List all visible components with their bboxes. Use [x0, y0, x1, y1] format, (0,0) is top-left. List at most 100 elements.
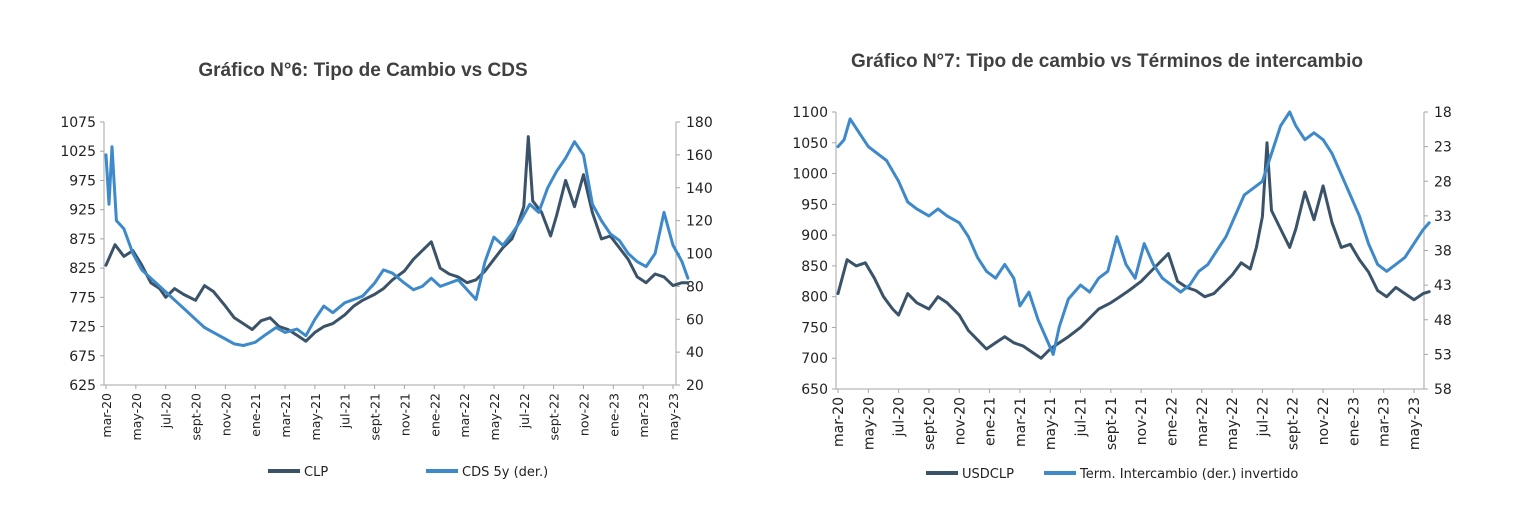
x-tick-label: jul-21: [338, 393, 353, 429]
y-right-tick-label: 58: [1434, 382, 1452, 398]
x-tick-label: may-22: [1225, 397, 1241, 450]
x-tick-label: jul-22: [517, 393, 532, 429]
x-tick-label: nov-20: [218, 393, 233, 436]
series-line-1: [104, 140, 690, 347]
y-left-tick-label: 925: [69, 203, 96, 219]
x-tick-label: mar-20: [831, 397, 847, 447]
series-line-0: [104, 135, 690, 343]
chart-6: Gráfico N°6: Tipo de Cambio vs CDS 625 67…: [60, 60, 712, 480]
x-tick-label: may-20: [129, 393, 144, 440]
y-left-tick-label: 875: [69, 232, 96, 248]
x-tick-label: may-22: [487, 393, 502, 440]
y-left-tick-label: 1025: [60, 144, 96, 160]
y-right-tick-label: 38: [1434, 244, 1452, 260]
x-tick-label: jul-21: [1074, 397, 1090, 438]
chart-7-series: [836, 110, 1431, 360]
y-right-tick-label: 60: [686, 312, 704, 328]
x-tick-label: nov-21: [1134, 397, 1150, 445]
series-line-1: [836, 110, 1431, 356]
x-tick-label: mar-20: [99, 393, 114, 438]
x-tick-label: mar-22: [457, 393, 472, 438]
y-right-tick-label: 20: [686, 378, 704, 394]
y-right-tick-label: 43: [1434, 278, 1452, 294]
x-tick-label: nov-21: [397, 393, 412, 436]
legend-label-clp: CLP: [304, 465, 328, 480]
y-left-tick-label: 675: [69, 349, 96, 365]
x-tick-label: mar-23: [1377, 397, 1393, 447]
x-tick-label: ene-23: [606, 393, 621, 437]
x-tick-label: sept-21: [1104, 397, 1120, 450]
x-tick-label: jul-20: [159, 393, 174, 429]
x-tick-label: may-23: [666, 393, 681, 440]
chart-6-x-ticks: mar-20 may-20 jul-20 sept-20 nov-20 ene-21 mar…: [99, 385, 681, 440]
y-left-tick-label: 775: [69, 290, 96, 306]
y-right-tick-label: 120: [686, 214, 713, 230]
chart-6-left-ticks: 625 675 725 775 825 875 925 975 1025 1075: [60, 115, 104, 394]
x-tick-label: sept-22: [547, 393, 562, 440]
chart-6-title: Gráfico N°6: Tipo de Cambio vs CDS: [198, 60, 527, 81]
y-left-tick-label: 900: [801, 228, 828, 244]
y-right-tick-label: 23: [1434, 140, 1452, 156]
y-right-tick-label: 180: [686, 115, 713, 131]
x-tick-label: sept-20: [189, 393, 204, 441]
x-tick-label: sept-20: [922, 397, 938, 450]
x-tick-label: ene-22: [1164, 397, 1180, 446]
y-right-tick-label: 160: [686, 148, 713, 164]
chart-7-title: Gráfico N°7: Tipo de cambio vs Términos …: [851, 51, 1363, 72]
x-tick-label: mar-23: [636, 393, 651, 438]
x-tick-label: sept-21: [368, 393, 383, 440]
x-tick-label: jul-20: [892, 397, 908, 438]
y-right-tick-label: 18: [1434, 105, 1452, 121]
y-left-tick-label: 625: [69, 378, 96, 394]
y-left-tick-label: 1100: [792, 105, 828, 121]
y-left-tick-label: 1000: [792, 167, 828, 183]
x-tick-label: mar-22: [1195, 397, 1211, 447]
x-tick-label: may-20: [861, 397, 877, 450]
y-left-tick-label: 750: [801, 320, 828, 336]
chart-6-right-ticks: 20 40 60 80 100 120 140 160 180: [676, 115, 713, 394]
legend-label-cds: CDS 5y (der.): [462, 465, 548, 480]
y-left-tick-label: 950: [801, 197, 828, 213]
x-tick-label: nov-22: [576, 393, 591, 436]
x-tick-label: may-21: [308, 393, 323, 440]
chart-7-right-ticks: 18 23 28 33 38 43 48 53 58: [1424, 105, 1452, 398]
y-right-tick-label: 48: [1434, 313, 1452, 329]
x-tick-label: ene-22: [427, 393, 442, 437]
x-tick-label: mar-21: [278, 393, 293, 438]
x-tick-label: ene-21: [248, 393, 263, 437]
y-right-tick-label: 100: [686, 247, 713, 263]
y-right-tick-label: 28: [1434, 174, 1452, 190]
chart-7-legend: USDCLP Term. Intercambio (der.) invertid…: [926, 467, 1298, 482]
legend-label-terms: Term. Intercambio (der.) invertido: [1079, 467, 1298, 482]
x-tick-label: may-21: [1043, 397, 1059, 450]
y-left-tick-label: 825: [69, 261, 96, 277]
chart-7: Gráfico N°7: Tipo de cambio vs Términos …: [792, 51, 1451, 482]
chart-6-legend: CLP CDS 5y (der.): [268, 465, 548, 480]
x-tick-label: nov-20: [952, 397, 968, 445]
legend-label-usdclp: USDCLP: [962, 467, 1014, 482]
x-tick-label: jul-22: [1255, 397, 1271, 438]
x-tick-label: ene-21: [983, 397, 999, 446]
chart-6-series: [104, 135, 690, 347]
x-tick-label: sept-22: [1286, 397, 1302, 450]
y-left-tick-label: 725: [69, 320, 96, 336]
chart-7-left-ticks: 650 700 750 800 850 900 950 1000 1050 1100: [792, 105, 836, 398]
y-left-tick-label: 1050: [792, 136, 828, 152]
y-left-tick-label: 650: [801, 382, 828, 398]
y-right-tick-label: 40: [686, 345, 704, 361]
y-left-tick-label: 800: [801, 290, 828, 306]
series-line-0: [836, 141, 1431, 360]
y-right-tick-label: 80: [686, 279, 704, 295]
y-right-tick-label: 33: [1434, 209, 1452, 225]
chart-7-x-ticks: mar-20 may-20 jul-20 sept-20 nov-20 ene-21 mar…: [831, 389, 1423, 450]
x-tick-label: may-23: [1407, 397, 1423, 450]
x-tick-label: ene-23: [1346, 397, 1362, 446]
y-left-tick-label: 975: [69, 173, 96, 189]
x-tick-label: mar-21: [1013, 397, 1029, 447]
y-left-tick-label: 850: [801, 259, 828, 275]
x-tick-label: nov-22: [1316, 397, 1332, 445]
y-right-tick-label: 140: [686, 181, 713, 197]
y-left-tick-label: 700: [801, 351, 828, 367]
y-right-tick-label: 53: [1434, 347, 1452, 363]
